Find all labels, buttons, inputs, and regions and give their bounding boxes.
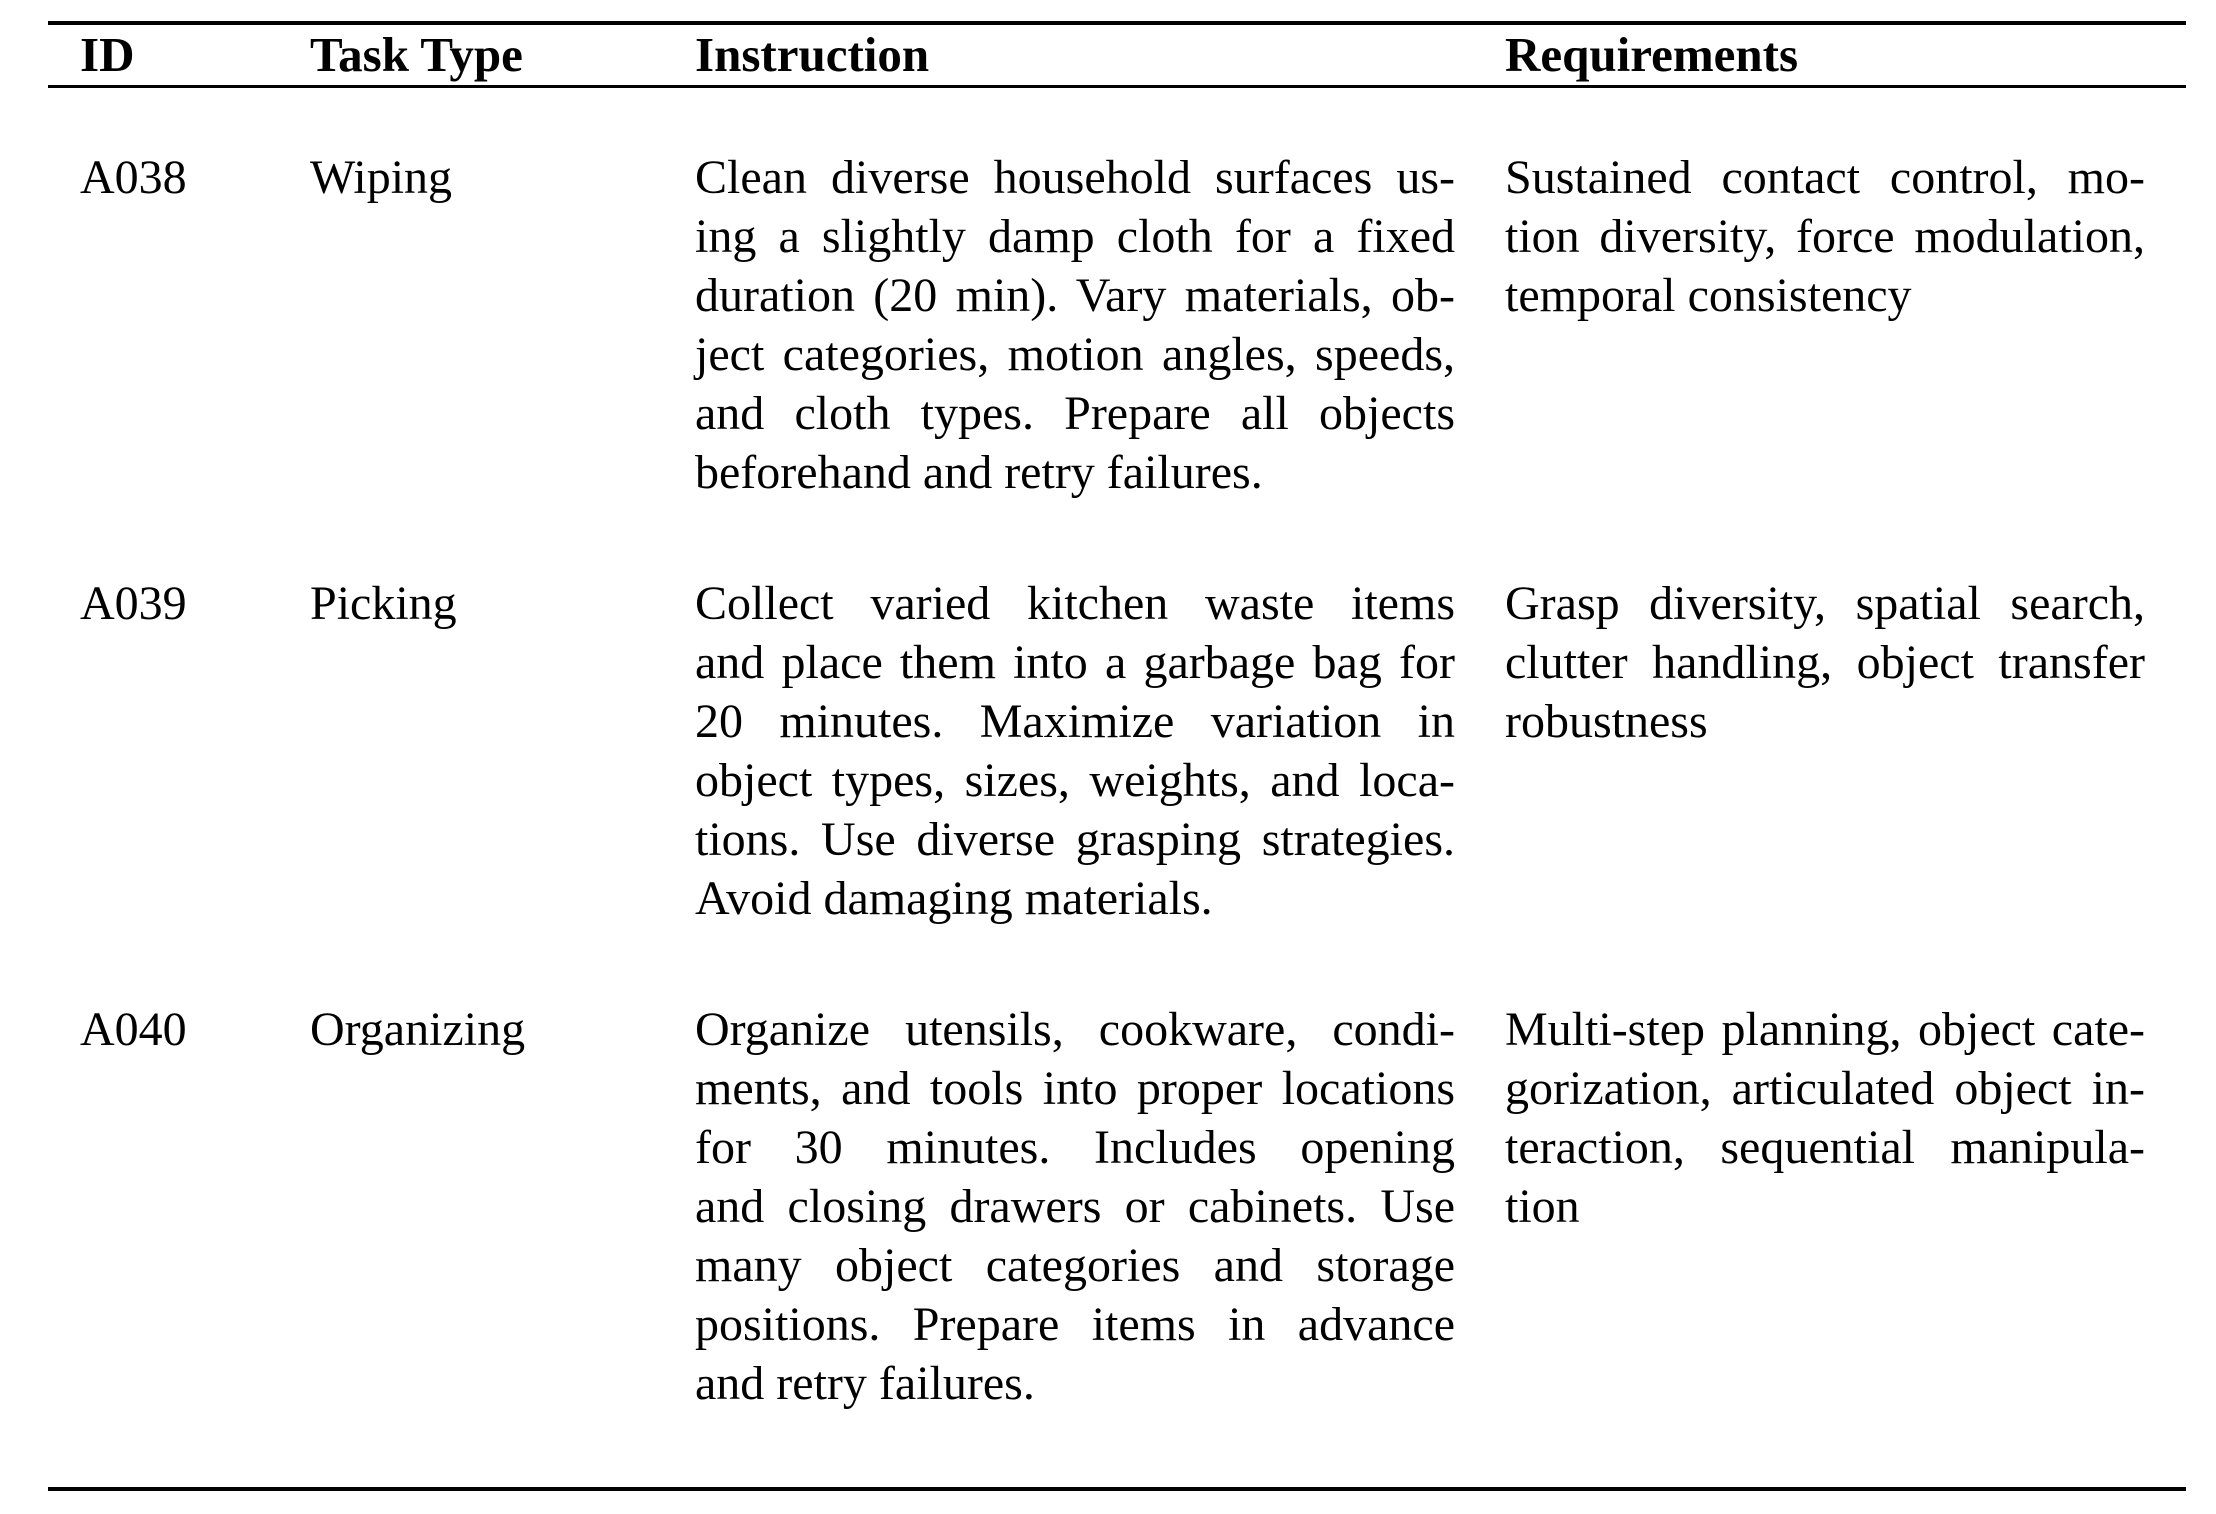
text-line: tion xyxy=(1505,1180,1580,1233)
text-line: beforehand and retry failures. xyxy=(695,446,1263,499)
table-row: A039 Picking Collect varied kitchen waste … xyxy=(48,574,2186,928)
text-line: and closing drawers or cabinets. Use xyxy=(695,1180,1455,1233)
row-requirements: Grasp diversity, spatial search, clutter … xyxy=(1505,574,2158,928)
text-line: ments, and tools into proper locations xyxy=(695,1062,1455,1115)
text-line: tion diversity, force modulation, xyxy=(1505,210,2145,263)
text-line: and retry failures. xyxy=(695,1357,1035,1410)
table-header-row: ID Task Type Instruction Requirements xyxy=(48,25,2186,85)
row-task-type: Picking xyxy=(310,577,457,630)
table-row: A038 Wiping Clean diverse household surfac… xyxy=(48,148,2186,502)
column-header-requirements: Requirements xyxy=(1505,27,1799,82)
row-task-type: Organizing xyxy=(310,1003,526,1056)
row-id: A040 xyxy=(80,1003,187,1056)
row-instruction: Clean diverse household surfaces us-ing … xyxy=(695,148,1505,502)
text-line: and cloth types. Prepare all objects xyxy=(695,387,1455,440)
row-instruction: Collect varied kitchen waste items and pl… xyxy=(695,574,1505,928)
text-line: temporal consistency xyxy=(1505,269,1912,322)
text-line: Multi-step planning, object cate- xyxy=(1505,1003,2145,1056)
column-header-instruction: Instruction xyxy=(695,27,930,82)
text-line: robustness xyxy=(1505,695,1708,748)
text-line: and place them into a garbage bag for xyxy=(695,636,1455,689)
row-instruction: Organize utensils, cookware, condi-ments… xyxy=(695,1000,1505,1413)
row-requirements: Multi-step planning, object cate-gorizat… xyxy=(1505,1000,2158,1413)
column-header-id: ID xyxy=(80,27,135,82)
text-line: Grasp diversity, spatial search, xyxy=(1505,577,2145,630)
text-line: teraction, sequential manipula- xyxy=(1505,1121,2145,1174)
text-line: positions. Prepare items in advance xyxy=(695,1298,1455,1351)
task-table: ID Task Type Instruction Requirements A0… xyxy=(48,21,2186,1491)
text-line: for 30 minutes. Includes opening xyxy=(695,1121,1455,1174)
table-body: A038 Wiping Clean diverse household surfac… xyxy=(48,88,2186,1487)
row-id: A039 xyxy=(80,577,187,630)
column-header-task-type: Task Type xyxy=(310,27,523,82)
table-bottom-rule xyxy=(48,1487,2186,1491)
text-line: duration (20 min). Vary materials, ob- xyxy=(695,269,1455,322)
text-line: 20 minutes. Maximize variation in xyxy=(695,695,1455,748)
row-requirements: Sustained contact control, mo-tion diver… xyxy=(1505,148,2158,502)
text-line: Sustained contact control, mo- xyxy=(1505,151,2145,204)
text-line: Collect varied kitchen waste items xyxy=(695,577,1455,630)
text-line: Organize utensils, cookware, condi- xyxy=(695,1003,1455,1056)
text-line: clutter handling, object transfer xyxy=(1505,636,2145,689)
text-line: object types, sizes, weights, and loca- xyxy=(695,754,1455,807)
text-line: gorization, articulated object in- xyxy=(1505,1062,2145,1115)
text-line: Avoid damaging materials. xyxy=(695,872,1213,925)
text-line: tions. Use diverse grasping strategies. xyxy=(695,813,1455,866)
table-row: A040 Organizing Organize utensils, cookwar… xyxy=(48,1000,2186,1413)
text-line: ject categories, motion angles, speeds, xyxy=(695,328,1455,381)
table-top-rule xyxy=(48,21,2186,25)
row-task-type: Wiping xyxy=(310,151,453,204)
table-header-rule xyxy=(48,85,2186,88)
text-line: many object categories and storage xyxy=(695,1239,1455,1292)
row-id: A038 xyxy=(80,151,187,204)
text-line: ing a slightly damp cloth for a fixed xyxy=(695,210,1455,263)
text-line: Clean diverse household surfaces us- xyxy=(695,151,1455,204)
